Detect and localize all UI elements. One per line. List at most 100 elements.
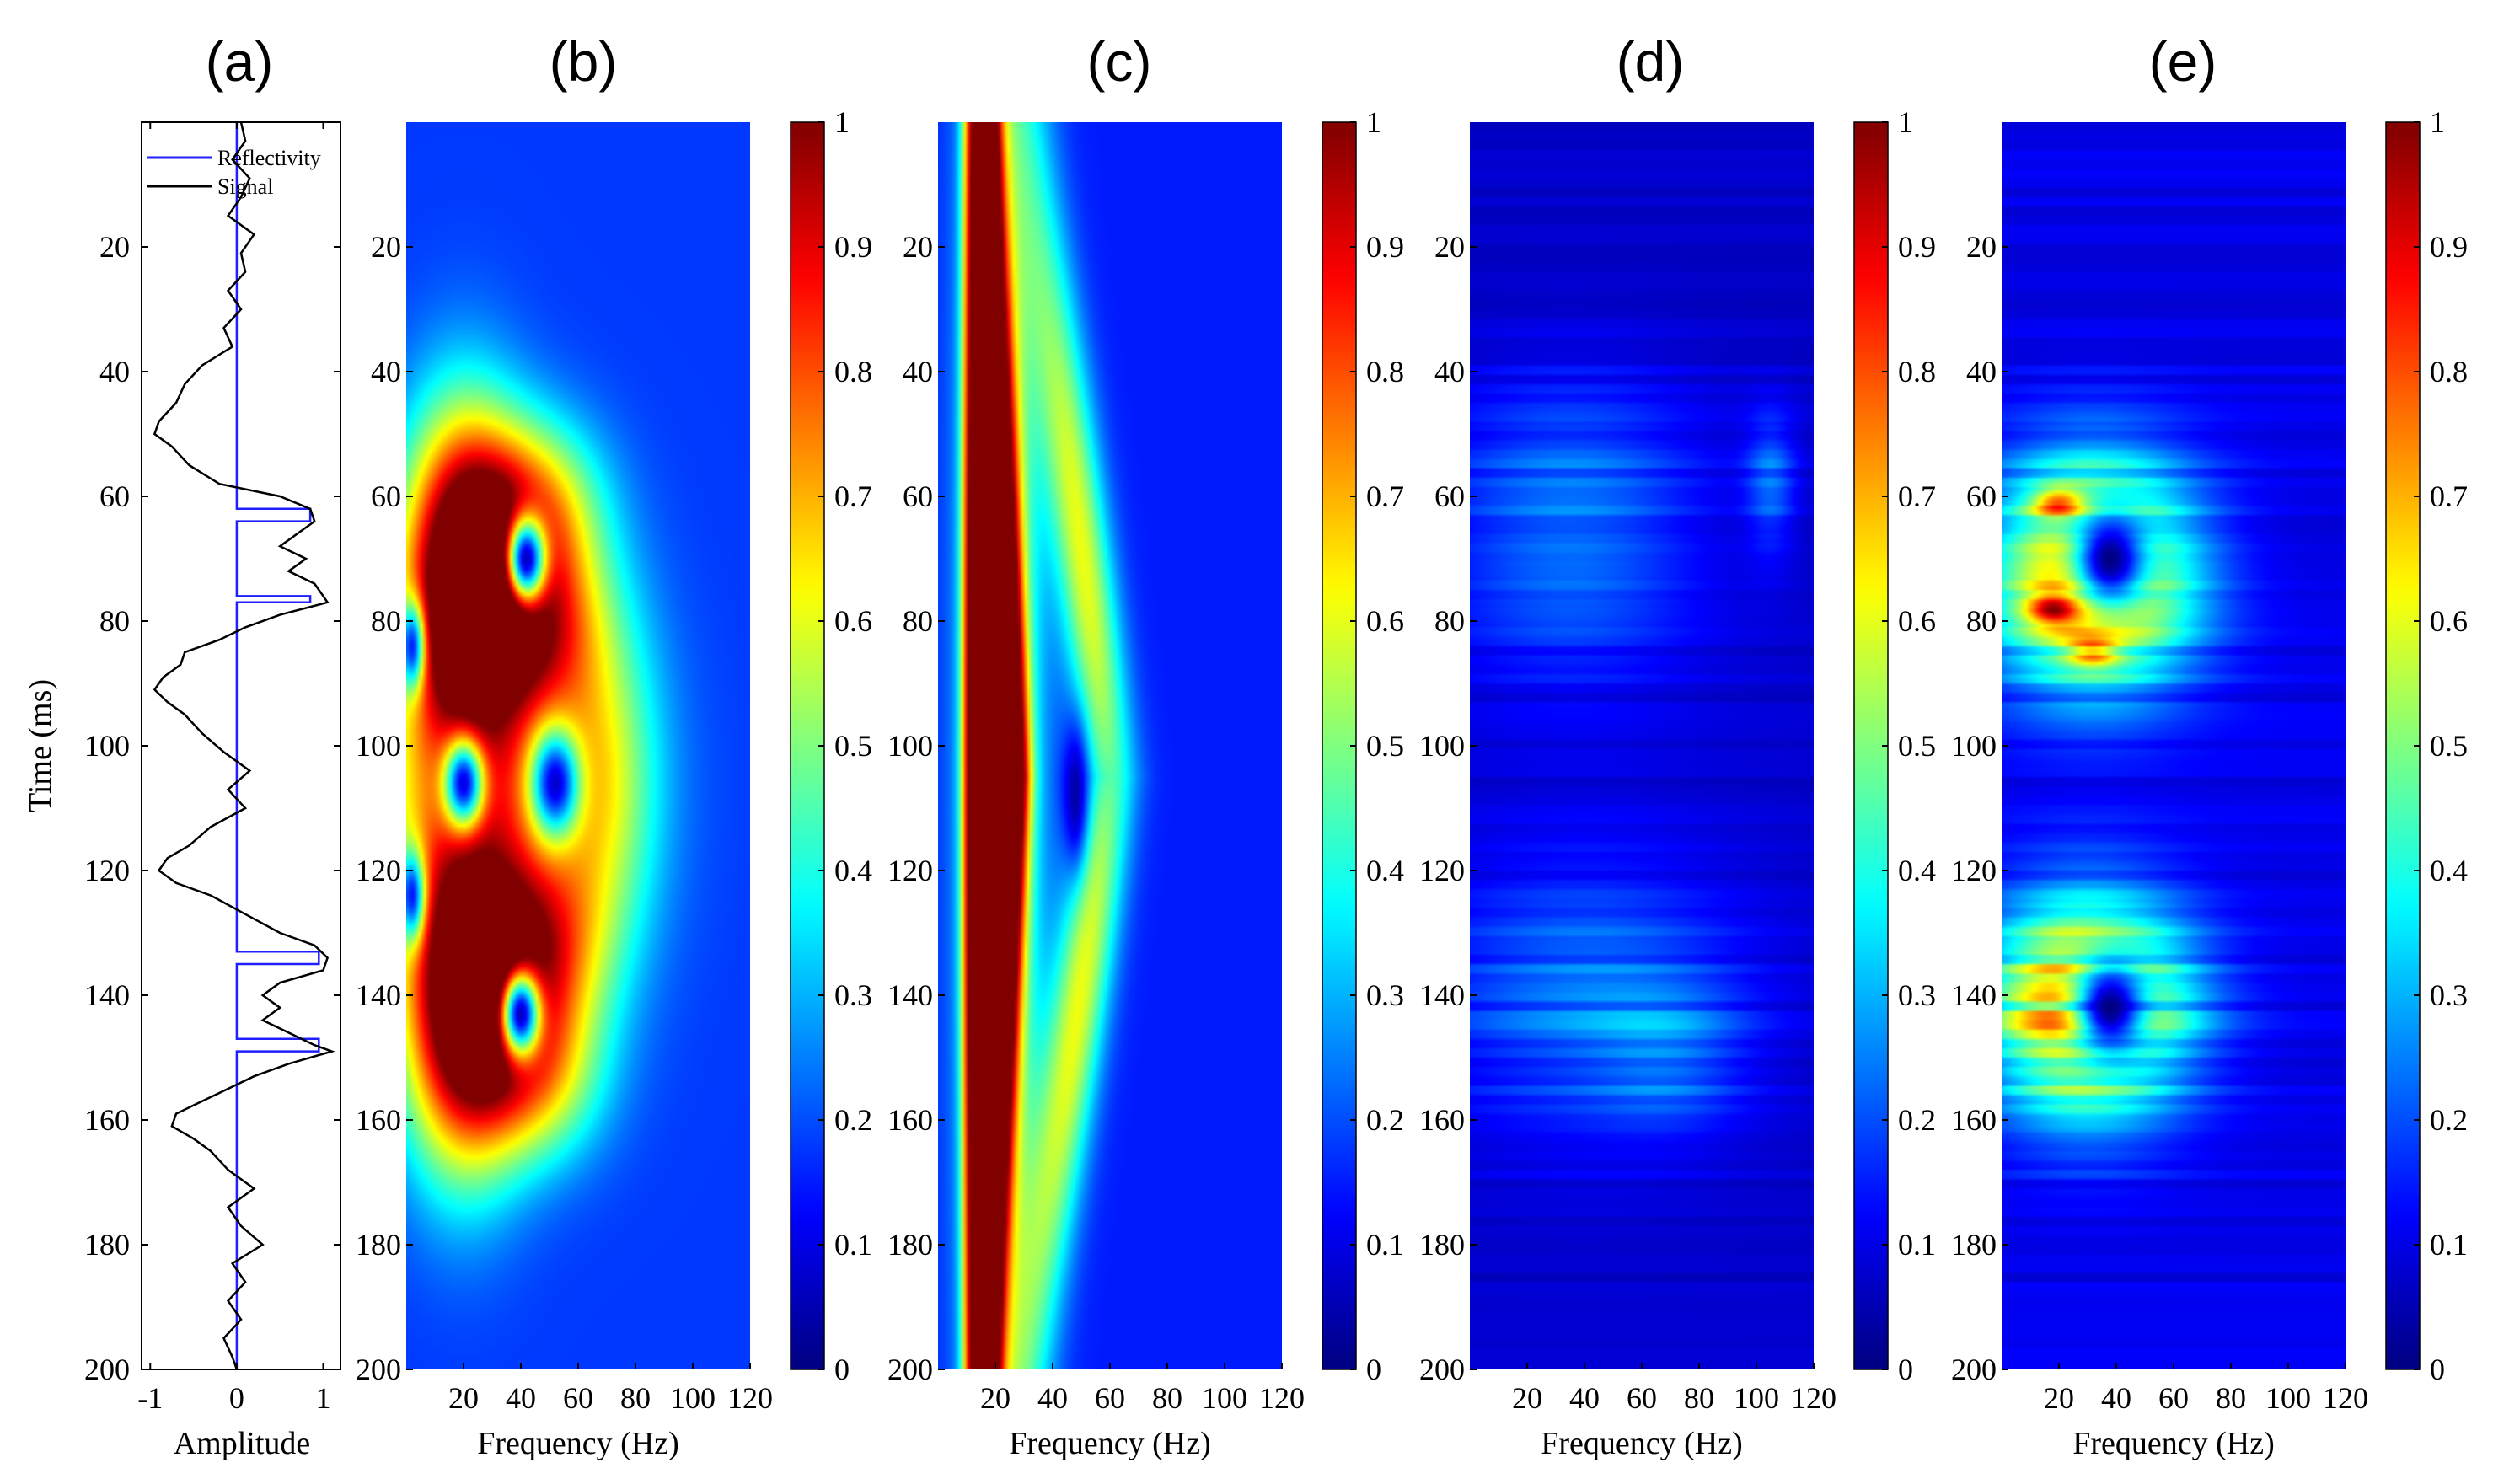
colorbar-d-ticks: 0 0.1 0.2 0.3 0.4 0.5 0.6 0.7 0.8 0.9 1 <box>1853 105 1936 1386</box>
y-tick-label: 140 <box>1951 978 1997 1012</box>
colorbar-tick-label: 0.1 <box>1366 1228 1404 1262</box>
y-tick-label: 180 <box>1419 1228 1465 1262</box>
y-tick-label: 200 <box>1419 1353 1465 1386</box>
y-tick-label: 180 <box>887 1228 933 1262</box>
y-tick-label: 20 <box>903 230 933 264</box>
colorbar-tick-label: 0.8 <box>1898 355 1936 388</box>
colorbar-tick-label: 0.8 <box>1366 355 1404 388</box>
legend-label-reflectivity: Reflectivity <box>217 146 321 170</box>
colorbar-tick-label: 1 <box>1366 105 1381 139</box>
trace-y-ticks: 20 40 60 80 100 120 140 160 180 200 <box>84 230 340 1386</box>
colorbar-tick-label: 0.2 <box>1366 1103 1404 1137</box>
y-tick-label: 100 <box>1419 729 1465 763</box>
colorbar-tick-label: 0.9 <box>1898 230 1936 264</box>
x-tick-label: 80 <box>620 1381 651 1415</box>
colorbar-tick-label: 0.9 <box>1366 230 1404 264</box>
spectrogram-c-axes: 20 40 60 80 100 120 140 160 180 200 20 40 60 80 100 120 <box>887 230 1305 1415</box>
y-tick-label: 160 <box>1419 1103 1465 1137</box>
colorbar-tick-label: 0.3 <box>2430 978 2468 1012</box>
panel-label-b: (b) <box>550 30 618 93</box>
x-tick-label: 0 <box>229 1381 244 1415</box>
y-tick-label: 200 <box>356 1353 401 1386</box>
x-tick-label: 40 <box>506 1381 536 1415</box>
y-tick-label: 40 <box>1434 355 1465 388</box>
y-tick-label: 160 <box>84 1103 130 1137</box>
x-tick-label: 40 <box>1037 1381 1068 1415</box>
colorbar-tick-label: 0.5 <box>2430 729 2468 763</box>
x-tick-label: 100 <box>670 1381 716 1415</box>
x-tick-label: 100 <box>2265 1381 2311 1415</box>
y-tick-label: 80 <box>1966 604 1997 638</box>
trace-plot-area <box>153 121 335 1370</box>
y-tick-label: 80 <box>903 604 933 638</box>
y-tick-label: 60 <box>99 479 130 513</box>
x-tick-label: 60 <box>563 1381 593 1415</box>
y-tick-label: 180 <box>84 1228 130 1262</box>
y-tick-label: 180 <box>1951 1228 1997 1262</box>
y-tick-label: 20 <box>1434 230 1465 264</box>
x-axis-label-b: Frequency (Hz) <box>477 1426 679 1461</box>
colorbar-tick-label: 0.6 <box>1898 604 1936 638</box>
y-tick-label: 160 <box>356 1103 401 1137</box>
colorbar-tick-label: 1 <box>2430 105 2445 139</box>
x-tick-label: 20 <box>980 1381 1011 1415</box>
x-tick-label: 80 <box>1152 1381 1182 1415</box>
colorbar-c-ticks: 0 0.1 0.2 0.3 0.4 0.5 0.6 0.7 0.8 0.9 1 <box>1322 105 1404 1386</box>
spectrogram-d-axes: 20 40 60 80 100 120 140 160 180 200 20 40 60 80 100 120 <box>1419 230 1836 1415</box>
colorbar-tick-label: 0.3 <box>1898 978 1936 1012</box>
y-tick-label: 60 <box>1966 479 1997 513</box>
colorbar-tick-label: 0 <box>1366 1353 1381 1386</box>
spectrogram-e <box>2002 122 2346 1369</box>
colorbar-tick-label: 0.9 <box>2430 230 2468 264</box>
x-tick-label: 20 <box>1512 1381 1542 1415</box>
spectrogram-d <box>1470 122 1814 1369</box>
colorbar-tick-label: 1 <box>834 105 850 139</box>
x-tick-label: 120 <box>727 1381 773 1415</box>
panel-a: (a) 20 40 60 80 100 120 140 160 180 200 -1 0 1 Time… <box>23 30 341 1461</box>
colorbar-tick-label: 0.7 <box>1366 479 1404 513</box>
y-tick-label: 200 <box>1951 1353 1997 1386</box>
colorbar-tick-label: 0.7 <box>1898 479 1936 513</box>
y-tick-label: 100 <box>1951 729 1997 763</box>
x-axis-label-d: Frequency (Hz) <box>1541 1426 1743 1461</box>
y-tick-label: 160 <box>887 1103 933 1137</box>
y-axis-label: Time (ms) <box>23 679 58 812</box>
x-tick-label: 120 <box>1259 1381 1305 1415</box>
y-tick-label: 140 <box>1419 978 1465 1012</box>
colorbar-tick-label: 0.3 <box>1366 978 1404 1012</box>
x-tick-label: 20 <box>2044 1381 2074 1415</box>
colorbar-tick-label: 0.7 <box>834 479 872 513</box>
y-tick-label: 120 <box>356 854 401 887</box>
colorbar-tick-label: 0.3 <box>834 978 872 1012</box>
y-tick-label: 20 <box>371 230 401 264</box>
series-reflectivity-line <box>235 122 320 1369</box>
y-tick-label: 60 <box>903 479 933 513</box>
x-tick-label: 60 <box>2158 1381 2189 1415</box>
x-tick-label: 60 <box>1627 1381 1657 1415</box>
y-tick-label: 40 <box>1966 355 1997 388</box>
x-axis-label-c: Frequency (Hz) <box>1009 1426 1211 1461</box>
colorbar-tick-label: 0.2 <box>834 1103 872 1137</box>
colorbar-tick-label: 0.1 <box>834 1228 872 1262</box>
colorbar-tick-label: 0.1 <box>2430 1228 2468 1262</box>
y-tick-label: 120 <box>1951 854 1997 887</box>
x-tick-label: 20 <box>448 1381 479 1415</box>
trace-x-ticks: -1 0 1 <box>137 122 330 1415</box>
spectrogram-c <box>938 122 1282 1369</box>
colorbar-tick-label: 0.5 <box>1366 729 1404 763</box>
colorbar-tick-label: 0 <box>1898 1353 1913 1386</box>
colorbar-tick-label: 0.5 <box>1898 729 1936 763</box>
y-tick-label: 80 <box>371 604 401 638</box>
x-tick-label: 40 <box>2101 1381 2131 1415</box>
y-tick-label: 40 <box>903 355 933 388</box>
colorbar-tick-label: 0.4 <box>1898 854 1936 887</box>
spectrogram-e-axes: 20 40 60 80 100 120 140 160 180 200 20 40 60 80 100 120 <box>1951 230 2368 1415</box>
colorbar-tick-label: 0.1 <box>1898 1228 1936 1262</box>
y-tick-label: 40 <box>371 355 401 388</box>
colorbar-tick-label: 0.5 <box>834 729 872 763</box>
spectrogram-b-axes: 20 40 60 80 100 120 140 160 180 200 20 40 60 80 100 120 <box>356 230 773 1415</box>
colorbar-tick-label: 0.9 <box>834 230 872 264</box>
series-signal-line <box>153 121 335 1370</box>
colorbar-tick-label: 0.7 <box>2430 479 2468 513</box>
